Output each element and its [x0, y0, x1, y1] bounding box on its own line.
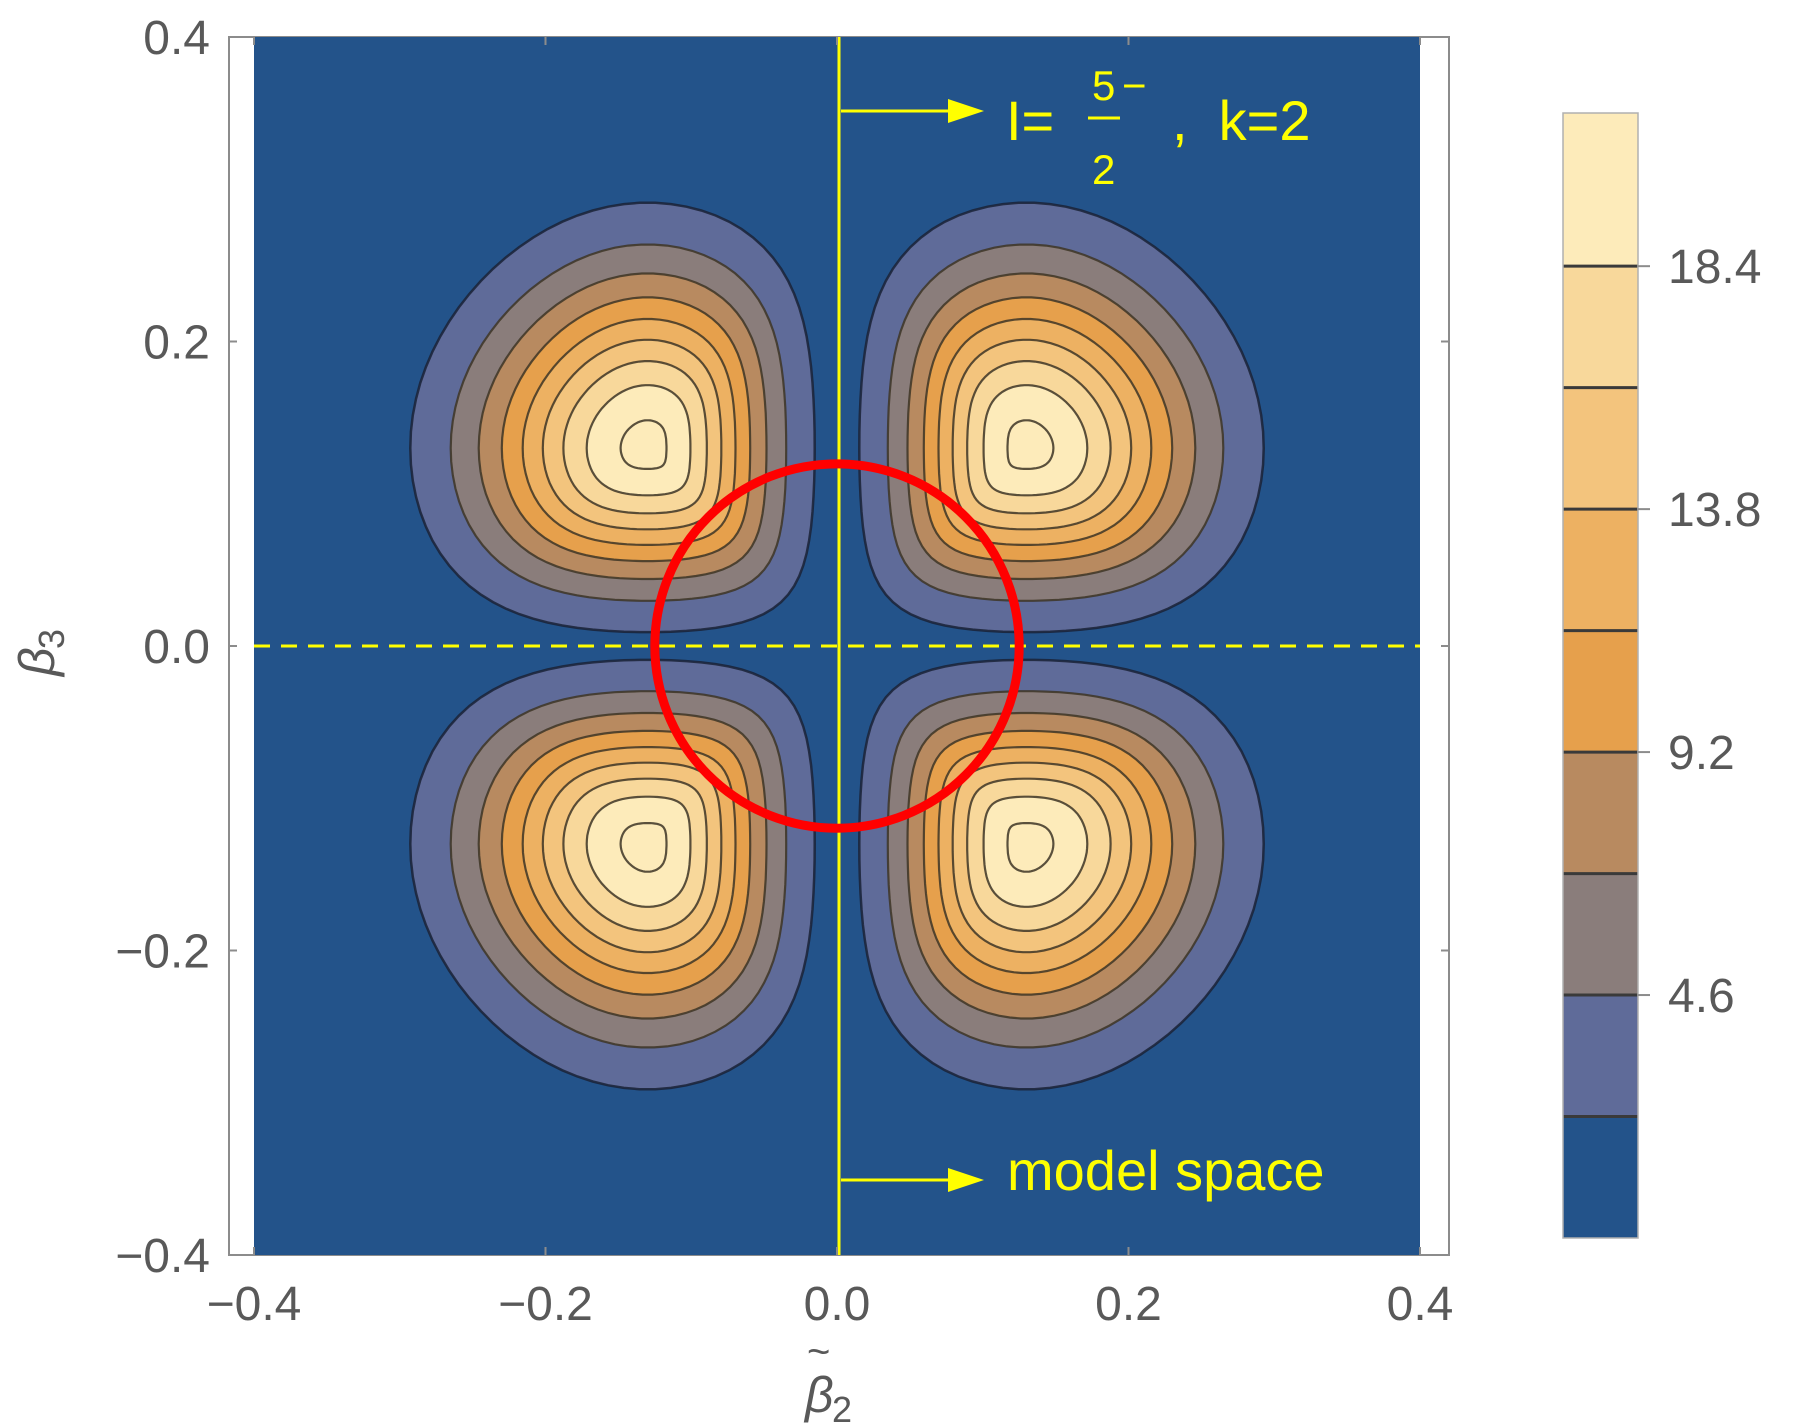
- x-axis: −0.4 −0.2 0.0 0.2 0.4: [207, 37, 1454, 1331]
- contour-lobe: [409, 658, 816, 1091]
- colorbar-band: [1563, 387, 1638, 510]
- model-space-label: model space: [1007, 1139, 1325, 1202]
- colorbar-band: [1563, 995, 1638, 1117]
- colorbar-frame: [1562, 112, 1639, 1239]
- contour-level-9: [619, 821, 668, 873]
- x-axis-title: β 2 ~: [803, 1330, 852, 1423]
- y-axis-title-symbol: β: [9, 647, 65, 678]
- model-space-circle: [650, 459, 1024, 833]
- state-parity: −: [1122, 62, 1147, 109]
- x-axis-title-tilde: ~: [807, 1330, 830, 1374]
- x-tick-label: 0.4: [1387, 1278, 1454, 1331]
- model-space-arrow: [841, 1168, 984, 1192]
- colorbar-tick-label: 9.2: [1668, 727, 1735, 780]
- x-tick-label: 0.2: [1095, 1278, 1162, 1331]
- colorbar-tick-label: 13.8: [1668, 484, 1761, 537]
- x-tick-label: −0.4: [207, 1278, 302, 1331]
- contour-level-9: [619, 419, 668, 470]
- x-tick-label: 0.0: [804, 1278, 871, 1331]
- contour-lobe: [409, 201, 816, 634]
- colorbar-band: [1563, 509, 1638, 631]
- x-axis-title-subscript: 2: [832, 1389, 852, 1423]
- y-tick-label: −0.2: [115, 926, 210, 979]
- colorbar-tick-label: 18.4: [1668, 241, 1761, 294]
- state-denominator: 2: [1092, 146, 1115, 193]
- colorbar-band: [1563, 1116, 1638, 1238]
- y-axis-title: β 3 ~: [0, 629, 72, 678]
- contour-lobe: [858, 201, 1265, 634]
- y-tick-label: −0.4: [115, 1230, 210, 1283]
- y-axis-title-tilde: ~: [0, 651, 16, 674]
- state-k: , k=2: [1172, 89, 1311, 152]
- state-label-prefix: I=: [1006, 89, 1054, 152]
- colorbar: 4.6 9.2 13.8 18.4: [1562, 112, 1761, 1239]
- contour-level-9: [1006, 419, 1055, 470]
- y-tick-label: 0.0: [143, 621, 210, 674]
- colorbar-band: [1563, 630, 1638, 753]
- colorbar-band: [1563, 752, 1638, 874]
- x-tick-label: −0.2: [498, 1278, 593, 1331]
- colorbar-band: [1563, 266, 1638, 388]
- x-axis-title-symbol: β: [803, 1367, 834, 1423]
- state-label: I= 5 − 2 , k=2: [1006, 62, 1311, 193]
- colorbar-tick-label: 4.6: [1668, 970, 1735, 1023]
- state-numerator: 5: [1092, 62, 1115, 109]
- contour-layer: [409, 201, 1265, 1091]
- colorbar-band: [1563, 873, 1638, 996]
- state-arrow: [841, 99, 984, 123]
- y-tick-label: 0.4: [143, 12, 210, 65]
- y-tick-label: 0.2: [143, 317, 210, 370]
- contour-lobe: [858, 658, 1265, 1091]
- colorbar-band: [1563, 113, 1638, 267]
- y-axis: −0.4 −0.2 0.0 0.2 0.4: [115, 12, 1449, 1283]
- y-axis-title-subscript: 3: [31, 629, 72, 649]
- contour-level-9: [1006, 821, 1055, 873]
